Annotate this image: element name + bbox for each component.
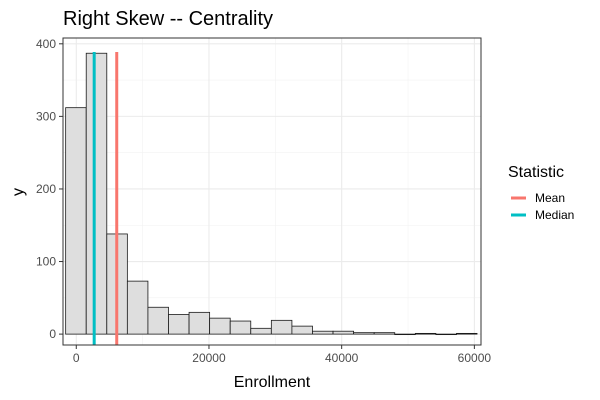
histogram-bar bbox=[394, 333, 416, 336]
histogram-bar bbox=[435, 333, 457, 336]
histogram-bar bbox=[188, 311, 211, 335]
panel-border bbox=[62, 37, 482, 346]
legend-label-mean: Mean bbox=[535, 191, 565, 205]
y-tick-label: 300 bbox=[36, 109, 56, 123]
legend-label-median: Median bbox=[535, 208, 574, 222]
histogram-bar bbox=[209, 317, 231, 335]
histogram-bar bbox=[353, 332, 375, 335]
chart-title: Right Skew -- Centrality bbox=[63, 8, 273, 30]
legend: Statistic Mean Median bbox=[508, 164, 574, 222]
x-tick-label: 0 bbox=[73, 351, 80, 365]
histogram-bar bbox=[229, 320, 252, 335]
y-axis-label: y bbox=[10, 188, 27, 196]
histogram-bar bbox=[126, 280, 149, 335]
histogram-bar bbox=[147, 306, 169, 335]
x-tick-label: 40000 bbox=[325, 351, 359, 365]
histogram-bar bbox=[65, 107, 87, 335]
histogram-bar bbox=[168, 314, 190, 335]
histogram-bars bbox=[65, 52, 478, 336]
y-tick-label: 100 bbox=[36, 255, 56, 269]
y-tick-label: 400 bbox=[36, 37, 56, 51]
histogram-bar bbox=[250, 327, 272, 335]
legend-title: Statistic bbox=[508, 164, 564, 181]
y-tick-label: 200 bbox=[36, 182, 56, 196]
histogram-bar bbox=[291, 325, 313, 335]
histogram-bar bbox=[332, 330, 355, 335]
x-tick-label: 60000 bbox=[458, 351, 492, 365]
x-axis-label: Enrollment bbox=[234, 374, 311, 391]
histogram-bar bbox=[85, 52, 108, 335]
y-axis: 0 100 200 300 400 bbox=[36, 37, 63, 341]
histogram-bar bbox=[373, 332, 396, 335]
histogram-bar bbox=[312, 330, 334, 335]
x-tick-label: 20000 bbox=[192, 351, 226, 365]
plot-panel bbox=[62, 37, 482, 346]
histogram-bar bbox=[270, 319, 293, 335]
histogram-bar bbox=[456, 332, 478, 335]
y-tick-label: 0 bbox=[49, 327, 56, 341]
legend-entries: Mean Median bbox=[511, 191, 574, 222]
x-axis: 0 20000 40000 60000 bbox=[73, 345, 491, 365]
statistic-lines bbox=[92, 52, 119, 345]
histogram-bar bbox=[414, 332, 437, 335]
